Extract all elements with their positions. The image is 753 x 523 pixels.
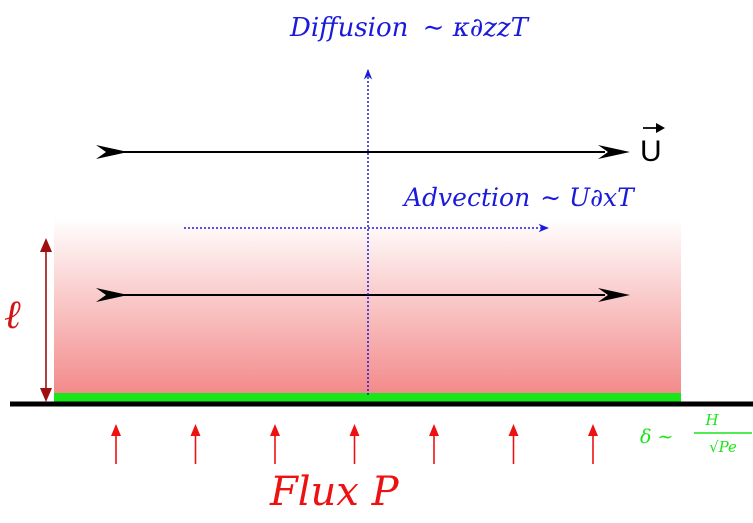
boundary-layer-denominator: √Pe bbox=[709, 438, 737, 456]
velocity-letter: U bbox=[640, 135, 662, 168]
flux-arrow bbox=[270, 424, 280, 464]
flux-arrow bbox=[508, 424, 519, 464]
advection-label: Advection ∼ U∂xT bbox=[402, 183, 636, 212]
boundary-layer-label: δ ∼ H √Pe bbox=[640, 411, 752, 456]
flux-arrow bbox=[588, 424, 598, 464]
flux-arrow bbox=[190, 424, 201, 464]
boundary-layer-numerator: H bbox=[704, 411, 719, 429]
flux-arrows bbox=[111, 424, 598, 464]
boundary-layer-symbol: δ ∼ bbox=[640, 426, 673, 448]
flux-arrow bbox=[349, 424, 360, 464]
advection-word: Advection bbox=[402, 183, 530, 212]
thickness-arrow bbox=[40, 238, 52, 402]
diffusion-formula: ∼ κ∂zzT bbox=[423, 13, 530, 43]
velocity-arrow-top bbox=[96, 145, 630, 159]
thickness-label: ℓ bbox=[4, 292, 21, 338]
boundary-layer-strip bbox=[54, 393, 681, 402]
velocity-label: U bbox=[640, 123, 665, 168]
diffusion-word: Diffusion bbox=[289, 13, 408, 43]
flux-arrow bbox=[111, 424, 121, 464]
flux-label: Flux P bbox=[269, 469, 400, 515]
velocity-arrow-bottom bbox=[96, 288, 630, 302]
advection-formula: ∼ U∂xT bbox=[540, 183, 636, 212]
flux-arrow bbox=[429, 424, 439, 464]
diffusion-label: Diffusion ∼ κ∂zzT bbox=[289, 13, 530, 43]
